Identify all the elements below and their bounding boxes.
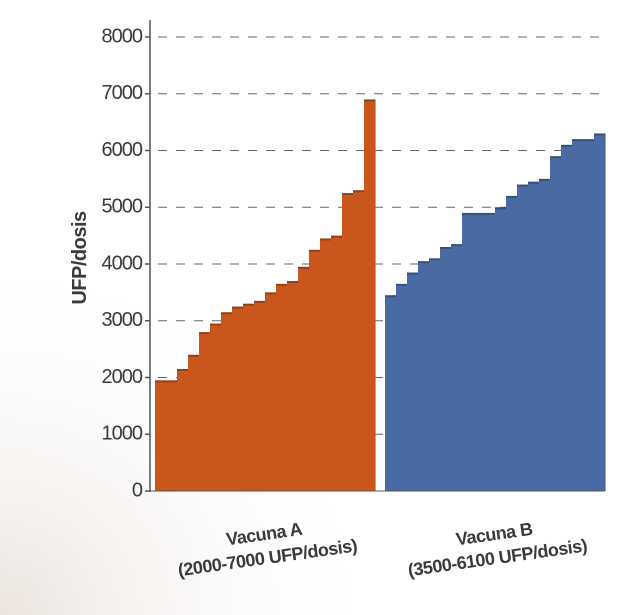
step-bar — [583, 139, 595, 491]
step-bar — [298, 266, 310, 491]
step-bar — [517, 184, 529, 492]
step-bar — [232, 306, 244, 491]
step-bar — [572, 139, 584, 491]
y-tick-label: 5000 — [102, 196, 143, 218]
step-bar — [462, 212, 474, 492]
step-bar — [539, 178, 551, 491]
step-bar — [396, 283, 408, 491]
step-bar — [495, 207, 507, 491]
step-bar — [221, 312, 233, 491]
step-bar — [210, 323, 222, 491]
step-bar — [177, 368, 189, 491]
step-bar — [385, 295, 397, 491]
step-bar — [320, 238, 332, 491]
step-bar — [254, 300, 266, 491]
step-bar — [243, 303, 255, 491]
step-bar — [506, 195, 518, 491]
y-tick-label: 3000 — [102, 309, 143, 331]
step-bar — [440, 246, 452, 491]
step-bar — [155, 380, 167, 491]
y-tick-label: 7000 — [102, 82, 143, 104]
step-bar — [594, 133, 606, 491]
step-bar — [451, 244, 463, 491]
step-bar — [265, 292, 277, 491]
y-tick-label: 4000 — [102, 252, 143, 274]
step-bar — [276, 283, 288, 491]
y-axis-label: UFP/dosis — [69, 211, 91, 305]
step-bar — [331, 235, 343, 491]
step-bar — [418, 261, 430, 491]
y-tick-label: 0 — [132, 479, 143, 501]
step-bar — [287, 281, 299, 491]
step-bar — [342, 193, 354, 491]
y-tick-label: 8000 — [102, 25, 143, 47]
step-bar — [550, 156, 562, 492]
step-bar — [188, 354, 200, 491]
y-tick-label: 1000 — [102, 423, 143, 445]
step-bar — [429, 258, 441, 491]
step-bar — [473, 212, 485, 492]
step-bar — [166, 380, 178, 491]
y-tick-label: 2000 — [102, 366, 143, 388]
step-bar — [528, 181, 540, 491]
step-bar — [309, 249, 321, 491]
step-bar — [484, 212, 496, 492]
step-bar — [561, 144, 573, 491]
step-bar — [364, 99, 376, 492]
step-bar — [407, 272, 419, 491]
y-tick-label: 6000 — [102, 139, 143, 161]
step-bar — [199, 332, 211, 491]
step-bar — [353, 190, 365, 491]
